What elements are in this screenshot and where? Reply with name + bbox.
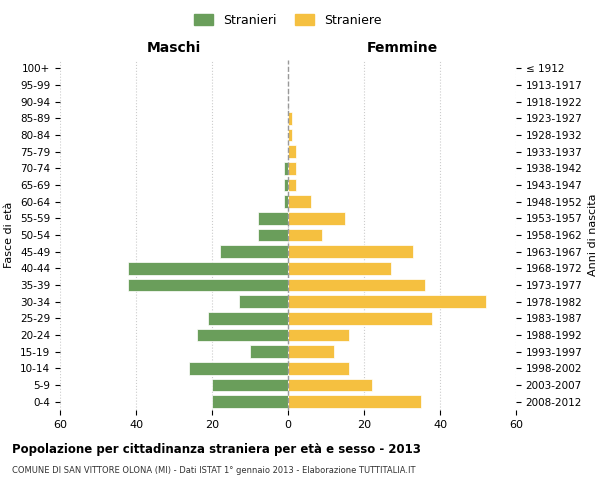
Bar: [288, 129, 292, 141]
Y-axis label: Anni di nascita: Anni di nascita: [588, 194, 598, 276]
Bar: [257, 229, 288, 241]
Y-axis label: Fasce di età: Fasce di età: [4, 202, 14, 268]
Bar: [239, 296, 288, 308]
Bar: [288, 296, 485, 308]
Bar: [288, 229, 322, 241]
Bar: [197, 329, 288, 341]
Bar: [288, 396, 421, 408]
Text: Femmine: Femmine: [367, 41, 437, 55]
Text: Maschi: Maschi: [147, 41, 201, 55]
Text: COMUNE DI SAN VITTORE OLONA (MI) - Dati ISTAT 1° gennaio 2013 - Elaborazione TUT: COMUNE DI SAN VITTORE OLONA (MI) - Dati …: [12, 466, 415, 475]
Bar: [257, 212, 288, 224]
Bar: [288, 329, 349, 341]
Bar: [250, 346, 288, 358]
Bar: [212, 379, 288, 391]
Bar: [288, 246, 413, 258]
Bar: [128, 262, 288, 274]
Bar: [288, 312, 433, 324]
Bar: [288, 112, 292, 124]
Bar: [288, 262, 391, 274]
Bar: [208, 312, 288, 324]
Bar: [284, 162, 288, 174]
Bar: [288, 362, 349, 374]
Bar: [284, 179, 288, 192]
Bar: [284, 196, 288, 208]
Bar: [288, 346, 334, 358]
Bar: [189, 362, 288, 374]
Bar: [128, 279, 288, 291]
Bar: [288, 279, 425, 291]
Bar: [212, 396, 288, 408]
Bar: [288, 146, 296, 158]
Legend: Stranieri, Straniere: Stranieri, Straniere: [190, 8, 386, 32]
Bar: [220, 246, 288, 258]
Bar: [288, 162, 296, 174]
Bar: [288, 379, 371, 391]
Bar: [288, 196, 311, 208]
Bar: [288, 179, 296, 192]
Text: Popolazione per cittadinanza straniera per età e sesso - 2013: Popolazione per cittadinanza straniera p…: [12, 442, 421, 456]
Bar: [288, 212, 345, 224]
